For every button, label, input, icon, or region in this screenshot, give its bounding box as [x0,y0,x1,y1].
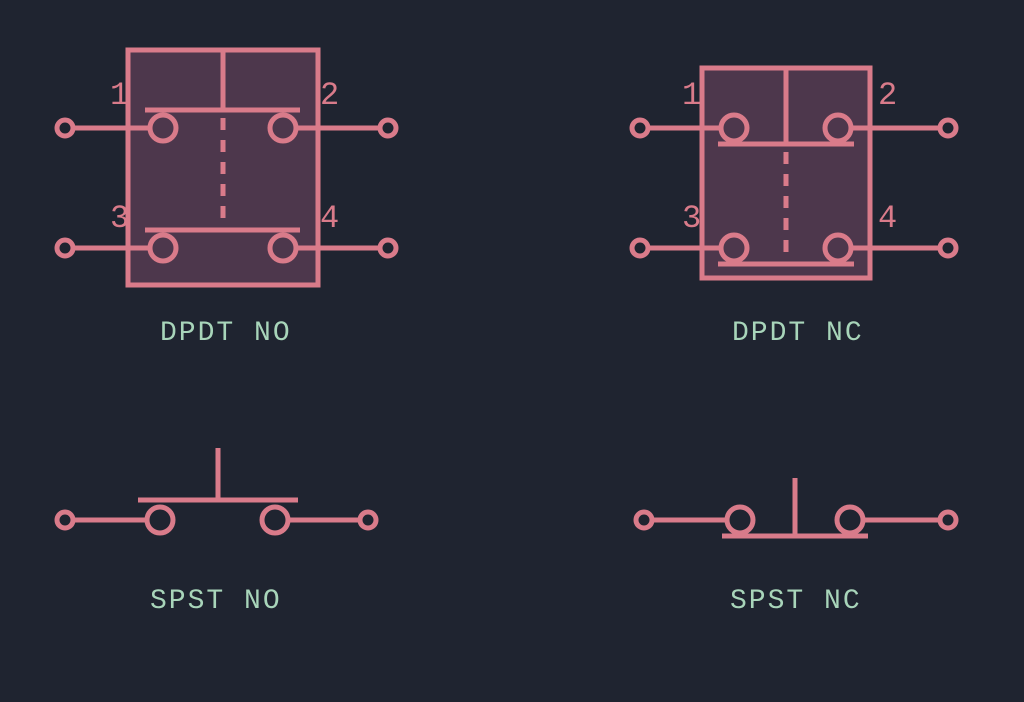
pin-number: 3 [682,200,701,237]
terminal-icon [727,507,753,533]
pin-number: 4 [320,200,339,237]
dpdt-no-symbol: 1 2 3 4 [57,50,396,285]
dpdt-no-label: DPDT NO [160,318,292,349]
endpoint-icon [940,512,956,528]
pin-number: 2 [320,77,339,114]
pin-number: 4 [878,200,897,237]
endpoint-icon [940,120,956,136]
endpoint-icon [57,120,73,136]
spst-nc-symbol [636,478,956,536]
schematic-canvas: 1 2 3 4 DPDT NO 1 2 3 4 DPDT NC [0,0,1024,702]
pin-number: 2 [878,77,897,114]
endpoint-icon [632,240,648,256]
endpoint-icon [380,120,396,136]
spst-nc-label: SPST NC [730,586,862,617]
dpdt-nc-symbol: 1 2 3 4 [632,68,956,278]
endpoint-icon [636,512,652,528]
endpoint-icon [57,512,73,528]
pin-number: 1 [682,77,701,114]
terminal-icon [262,507,288,533]
endpoint-icon [380,240,396,256]
dpdt-nc-label: DPDT NC [732,318,864,349]
endpoint-icon [940,240,956,256]
pin-number: 1 [110,77,129,114]
endpoint-icon [360,512,376,528]
endpoint-icon [632,120,648,136]
spst-no-label: SPST NO [150,586,282,617]
endpoint-icon [57,240,73,256]
spst-no-symbol [57,448,376,533]
pin-number: 3 [110,200,129,237]
terminal-icon [147,507,173,533]
terminal-icon [837,507,863,533]
